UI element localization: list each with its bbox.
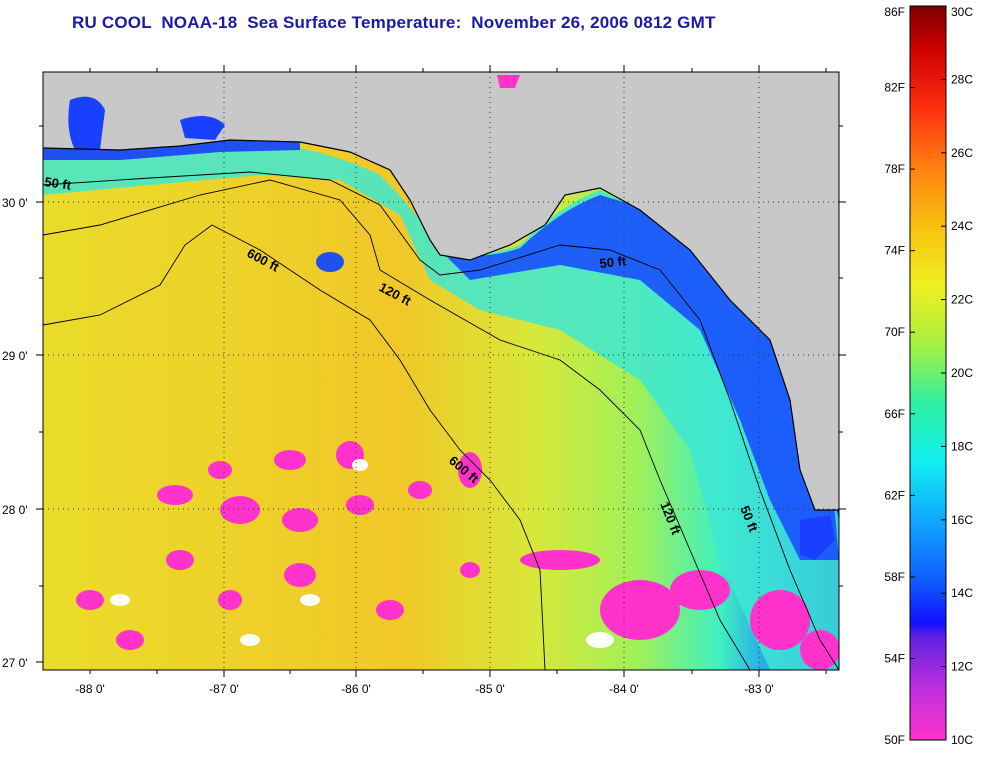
lat-tick-label: 30 0' [2, 196, 28, 210]
lon-tick-label: -88 0' [75, 682, 105, 696]
pensacola-bay [180, 116, 225, 140]
colorbar-c-label: 18C [951, 439, 973, 453]
lon-tick-label: -87 0' [209, 682, 239, 696]
isobath-120ft [43, 179, 751, 670]
lon-tick-label: -86 0' [341, 682, 371, 696]
colorbar-c-label: 30C [951, 5, 973, 19]
colorbar-c-label: 20C [951, 366, 973, 380]
colorbar-c-label: 28C [951, 72, 973, 86]
cloud-cover [76, 252, 839, 670]
axis-ticks [36, 65, 846, 677]
map-area: 50 ft 600 ft 120 ft 50 ft 600 ft 120 ft … [43, 72, 839, 670]
colorbar-f-label: 54F [884, 651, 905, 665]
map-frame [42, 71, 840, 671]
colorbar-f-label: 86F [884, 5, 905, 19]
colorbar-f-label: 82F [884, 81, 905, 95]
colorbar-c-label: 22C [951, 293, 973, 307]
colorbar-c-label: 12C [951, 660, 973, 674]
colorbar-f-label: 74F [884, 244, 905, 258]
cloud-edges [110, 459, 614, 648]
colorbar-c-label: 24C [951, 219, 973, 233]
contour-label: 50 ft [599, 253, 628, 271]
lon-tick-label: -83 0' [744, 682, 774, 696]
colorbar-celsius-labels: 30C 28C 26C 24C 22C 20C 18C 16C 14C 12C 10C [941, 5, 973, 747]
panhandle-nearshore [43, 140, 300, 160]
colorbar-c-label: 14C [951, 586, 973, 600]
mobile-bay [68, 96, 105, 150]
land-mass [43, 72, 839, 510]
colorbar-c-label: 16C [951, 513, 973, 527]
colorbar-f-label: 50F [884, 733, 905, 747]
contour-label: 50 ft [44, 174, 73, 193]
colorbar-f-label: 70F [884, 325, 905, 339]
colorbar-c-label: 10C [951, 733, 973, 747]
lon-tick-label: -85 0' [475, 682, 505, 696]
coastline [43, 139, 839, 511]
colorbar-fahrenheit-labels: 86F 82F 78F 74F 70F 66F 62F 58F 54F 50F [884, 5, 915, 747]
colorbar-f-label: 58F [884, 570, 905, 584]
colorbar-f-label: 78F [884, 162, 905, 176]
inland-lake [497, 75, 520, 88]
lat-tick-label: 28 0' [2, 503, 28, 517]
colorbar-f-label: 62F [884, 488, 905, 502]
lat-tick-label: 27 0' [2, 656, 28, 670]
tampa-bay [800, 515, 835, 560]
temperature-colorbar [909, 5, 947, 741]
map-title: RU COOL NOAA-18 Sea Surface Temperature:… [72, 13, 716, 32]
colorbar-c-label: 26C [951, 146, 973, 160]
lat-tick-label: 29 0' [2, 349, 28, 363]
colorbar-f-label: 66F [884, 407, 905, 421]
isobath-50ft [43, 171, 839, 670]
isobath-600ft [43, 224, 546, 670]
lon-tick-label: -84 0' [609, 682, 639, 696]
